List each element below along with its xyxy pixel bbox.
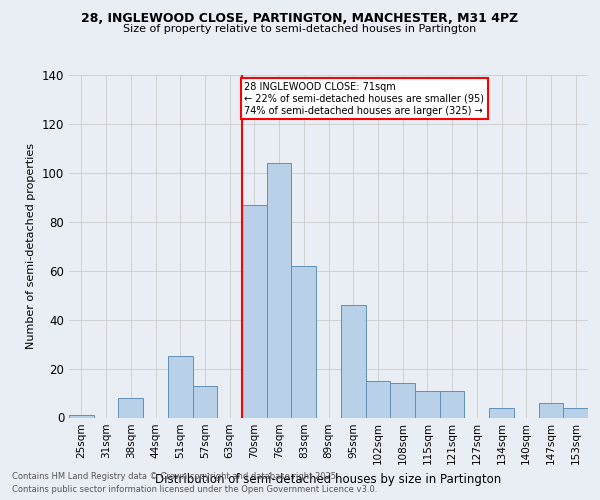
Bar	[168, 356, 193, 418]
X-axis label: Distribution of semi-detached houses by size in Partington: Distribution of semi-detached houses by …	[155, 473, 502, 486]
Text: Size of property relative to semi-detached houses in Partington: Size of property relative to semi-detach…	[124, 24, 476, 34]
Bar	[489, 408, 514, 418]
Bar	[292, 266, 316, 418]
Bar	[193, 386, 217, 418]
Bar	[365, 381, 390, 418]
Bar	[69, 415, 94, 418]
Bar	[267, 163, 292, 417]
Bar	[118, 398, 143, 417]
Text: Contains HM Land Registry data © Crown copyright and database right 2025.: Contains HM Land Registry data © Crown c…	[12, 472, 338, 481]
Bar	[341, 305, 365, 418]
Bar	[440, 390, 464, 417]
Bar	[415, 390, 440, 417]
Bar	[539, 403, 563, 417]
Text: Contains public sector information licensed under the Open Government Licence v3: Contains public sector information licen…	[12, 484, 377, 494]
Bar	[563, 408, 588, 418]
Y-axis label: Number of semi-detached properties: Number of semi-detached properties	[26, 143, 36, 349]
Bar	[242, 204, 267, 418]
Text: 28, INGLEWOOD CLOSE, PARTINGTON, MANCHESTER, M31 4PZ: 28, INGLEWOOD CLOSE, PARTINGTON, MANCHES…	[82, 12, 518, 26]
Text: 28 INGLEWOOD CLOSE: 71sqm
← 22% of semi-detached houses are smaller (95)
74% of : 28 INGLEWOOD CLOSE: 71sqm ← 22% of semi-…	[244, 82, 484, 116]
Bar	[390, 383, 415, 418]
